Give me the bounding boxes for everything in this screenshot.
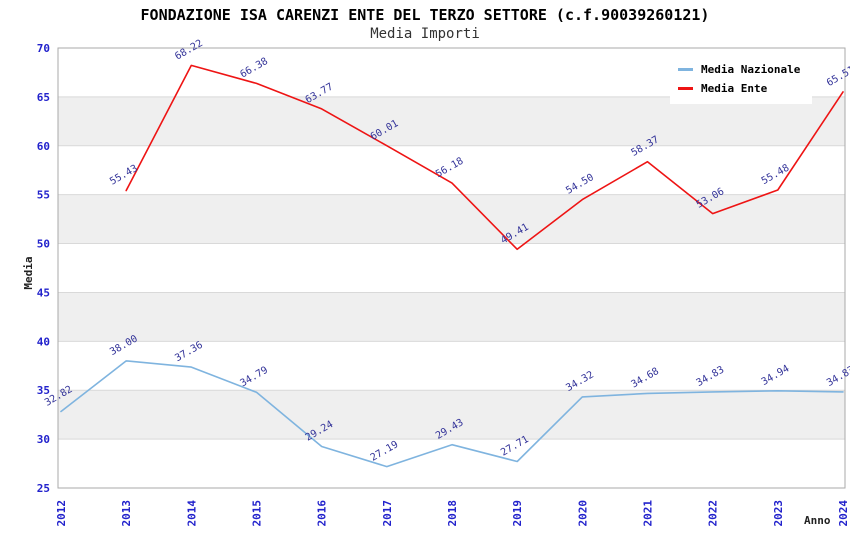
plot-band	[58, 390, 845, 440]
x-tick-label: 2012	[55, 500, 68, 527]
y-tick-labels: 25 30 35 40 45 50 55 60 65 70	[37, 42, 50, 495]
legend-line-swatch	[678, 87, 693, 91]
x-tick-label: 2017	[381, 500, 394, 527]
x-tick-label: 2021	[642, 500, 655, 527]
chart-subtitle: Media Importi	[370, 26, 480, 42]
y-tick-label: 60	[37, 140, 50, 153]
x-tick-label: 2014	[185, 500, 198, 527]
legend-line-swatch	[678, 67, 693, 71]
plot-bands	[58, 48, 845, 488]
x-tick-label: 2023	[772, 500, 785, 527]
x-tick-label: 2020	[576, 500, 589, 527]
legend: Media Nazionale Media Ente	[670, 54, 812, 104]
legend-item-media-ente: Media Ente	[678, 82, 812, 95]
plot-band	[58, 145, 845, 195]
plot-band	[58, 96, 845, 146]
x-tick-label: 2015	[251, 500, 264, 527]
x-tick-label: 2019	[511, 500, 524, 527]
legend-label: Media Ente	[701, 82, 768, 96]
x-tick-label: 2024	[837, 500, 850, 527]
y-tick-label: 45	[37, 286, 50, 299]
y-tick-label: 65	[37, 91, 50, 104]
x-axis-title: Anno	[804, 514, 831, 527]
plot-band	[58, 439, 845, 488]
y-tick-label: 30	[37, 433, 50, 446]
series-line-media-nazionale	[60, 360, 844, 468]
x-tick-label: 2022	[707, 500, 720, 527]
y-tick-label: 40	[37, 335, 50, 348]
grid-lines	[58, 96, 845, 440]
y-tick-label: 70	[37, 42, 50, 55]
y-tick-label: 50	[37, 238, 50, 251]
plot-band	[58, 243, 845, 293]
plot-band	[58, 341, 845, 391]
x-tick-label: 2018	[446, 500, 459, 527]
x-tick-labels: 2012 2013 2014 2015 2016 2017 2018 2019 2020 2021…	[55, 500, 850, 527]
legend-item-media-nazionale: Media Nazionale	[678, 63, 812, 76]
y-tick-label: 35	[37, 384, 50, 397]
x-tick-label: 2016	[316, 500, 329, 527]
series-line-media-ente	[125, 64, 844, 251]
y-axis-title: Media	[22, 256, 35, 290]
x-tick-label: 2013	[120, 500, 133, 527]
plot-band	[58, 194, 845, 244]
chart-title: FONDAZIONE ISA CARENZI ENTE DEL TERZO SE…	[140, 6, 710, 24]
legend-label: Media Nazionale	[701, 62, 801, 76]
plot-band	[58, 292, 845, 342]
y-tick-label: 55	[37, 189, 50, 202]
plot-border	[57, 47, 846, 489]
y-tick-label: 25	[37, 482, 50, 495]
